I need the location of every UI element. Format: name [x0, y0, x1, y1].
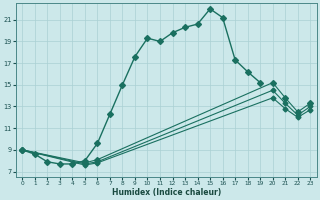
X-axis label: Humidex (Indice chaleur): Humidex (Indice chaleur)	[112, 188, 221, 197]
